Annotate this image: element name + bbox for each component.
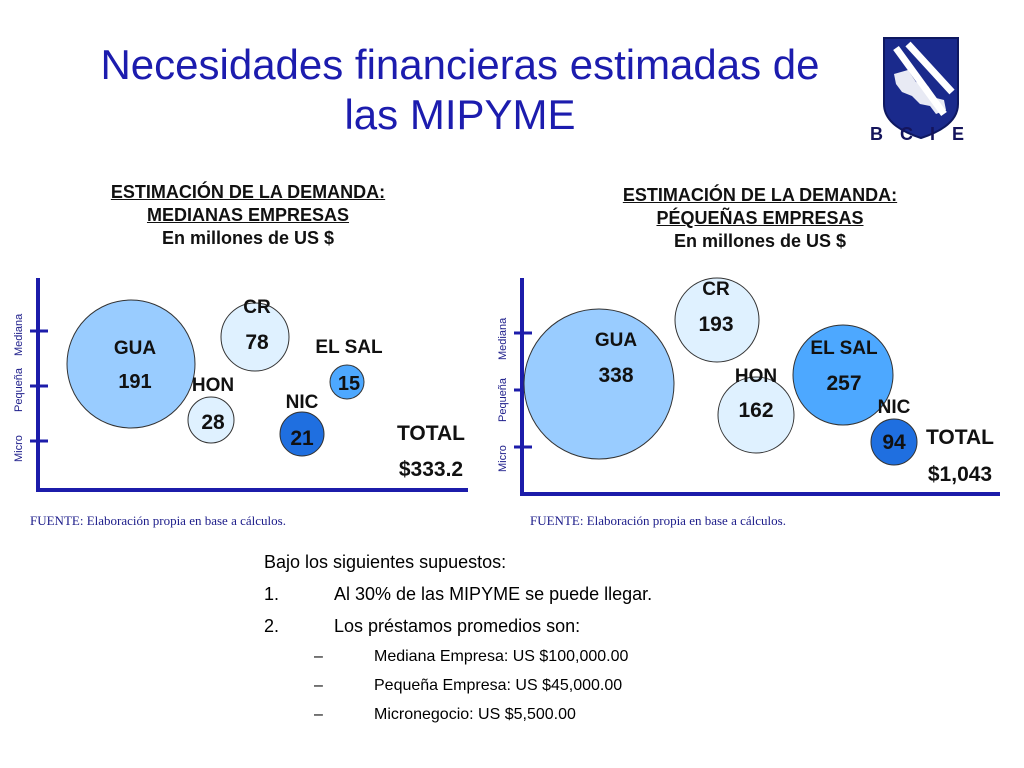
bubble-cr: [220, 302, 290, 372]
bubble-gua: [523, 308, 675, 460]
assumptions-intro: Bajo los siguientes supuestos:: [264, 552, 507, 572]
assumption-text: Al 30% de las MIPYME se puede llegar.: [334, 584, 653, 604]
value-cr: 193: [698, 313, 733, 336]
total-value: $1,043: [928, 463, 992, 486]
assumption-subitem: – Micronegocio: US $5,500.00: [264, 700, 964, 729]
label-nic: NIC: [286, 392, 319, 413]
label-nic: NIC: [878, 397, 911, 418]
bubble-chart-medianas-svg: Micro Pequeña Mediana GUA 191 CR 78 HON …: [13, 278, 468, 492]
chart-title-line-2: PÉQUEÑAS EMPRESAS: [656, 208, 864, 228]
value-el-sal: 15: [338, 373, 360, 395]
source-note-medianas: FUENTE: Elaboración propia en base a cál…: [30, 513, 286, 528]
value-hon: 162: [738, 399, 773, 422]
subitem-text: Mediana Empresa: US $100,000.00: [374, 648, 629, 665]
assumption-text: Los préstamos promedios son:: [334, 616, 581, 636]
bubble-chart-medianas: Micro Pequeña Mediana GUA 191 CR 78 HON …: [0, 262, 490, 502]
chart-title-line-1: ESTIMACIÓN DE LA DEMANDA:: [110, 182, 386, 202]
label-el-sal: EL SAL: [315, 337, 383, 358]
value-cr: 78: [245, 331, 269, 354]
value-gua: 338: [598, 364, 633, 387]
bubble-el-sal: [792, 324, 894, 426]
label-el-sal: EL SAL: [810, 338, 878, 359]
dash-marker: –: [314, 677, 323, 694]
assumptions-block: Bajo los siguientes supuestos: 1. Al 30% …: [264, 546, 964, 729]
label-cr: CR: [243, 297, 271, 318]
chart-units: En millones de US $: [673, 231, 847, 251]
total-label: TOTAL: [397, 422, 465, 445]
assumption-item: 2. Los préstamos promedios son:: [264, 610, 964, 642]
label-hon: HON: [735, 366, 777, 387]
y-axis-labels: Micro Pequeña Mediana: [497, 317, 509, 472]
assumption-number: 2.: [264, 616, 280, 636]
y-label-mediana: Mediana: [13, 313, 25, 356]
assumption-subitem: – Pequeña Empresa: US $45,000.00: [264, 671, 964, 700]
bubble-hon: [187, 396, 235, 444]
y-label-micro: Micro: [13, 435, 25, 462]
source-note-pequenas: FUENTE: Elaboración propia en base a cál…: [530, 513, 786, 528]
bcie-logo: [883, 37, 959, 140]
assumption-subitem: – Mediana Empresa: US $100,000.00: [264, 642, 964, 671]
bubble-el-sal: [329, 364, 365, 400]
label-hon: HON: [192, 375, 234, 396]
chart-units: En millones de US $: [161, 228, 335, 248]
label-gua: GUA: [595, 330, 638, 351]
dash-marker: –: [314, 648, 323, 665]
total-label: TOTAL: [926, 426, 994, 449]
chart-title-medianas: ESTIMACIÓN DE LA DEMANDA: MEDIANAS EMPRE…: [68, 181, 428, 250]
title-line-2: las MIPYME: [344, 91, 576, 138]
y-label-pequena: Pequeña: [13, 367, 25, 412]
bubble-gua: [66, 299, 196, 429]
value-hon: 28: [201, 411, 225, 434]
y-label-micro: Micro: [497, 445, 509, 472]
assumption-item: 1. Al 30% de las MIPYME se puede llegar.: [264, 578, 964, 610]
label-gua: GUA: [114, 338, 157, 359]
chart-title-pequenas: ESTIMACIÓN DE LA DEMANDA: PÉQUEÑAS EMPRE…: [580, 184, 940, 253]
value-el-sal: 257: [826, 372, 861, 395]
chart-title-line-1: ESTIMACIÓN DE LA DEMANDA:: [622, 185, 898, 205]
chart-title-line-2: MEDIANAS EMPRESAS: [146, 205, 350, 225]
bubble-nic: [279, 411, 325, 457]
subitem-text: Micronegocio: US $5,500.00: [374, 706, 576, 723]
bubble-hon: [717, 376, 795, 454]
dash-marker: –: [314, 706, 323, 723]
bubble-cr: [674, 277, 760, 363]
bubble-nic: [870, 418, 918, 466]
logo-text: B C I E: [870, 124, 971, 144]
slide-title: Necesidades financieras estimadas de las…: [40, 40, 880, 140]
value-nic: 21: [290, 427, 314, 450]
bubble-chart-pequenas-svg: Micro Pequeña Mediana GUA 338 CR 193 HON…: [497, 277, 1000, 496]
title-line-1: Necesidades financieras estimadas de: [100, 41, 820, 88]
assumption-number: 1.: [264, 584, 280, 604]
total-value: $333.2: [399, 458, 463, 481]
value-gua: 191: [118, 371, 151, 393]
label-cr: CR: [702, 279, 730, 300]
subitem-text: Pequeña Empresa: US $45,000.00: [374, 677, 623, 694]
y-axis-labels: Micro Pequeña Mediana: [13, 313, 25, 462]
y-label-mediana: Mediana: [497, 317, 509, 360]
value-nic: 94: [882, 431, 906, 454]
y-label-pequena: Pequeña: [497, 377, 509, 422]
bubble-chart-pequenas: Micro Pequeña Mediana GUA 338 CR 193 HON…: [486, 262, 1016, 502]
